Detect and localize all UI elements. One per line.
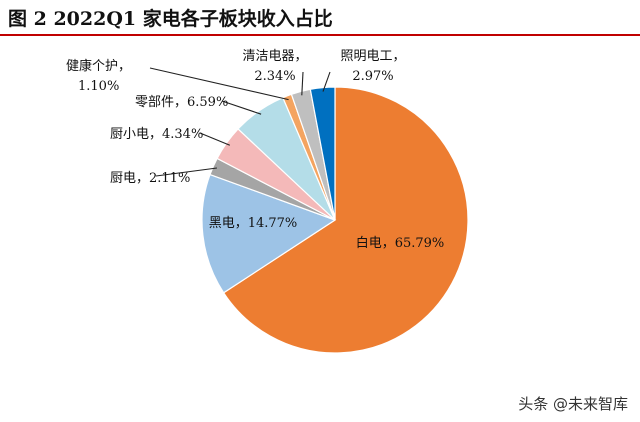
slice-label-1: 黑电，14.77% bbox=[209, 216, 298, 231]
leader-line-7 bbox=[322, 71, 331, 92]
slice-label-2: 厨电，2.11% bbox=[110, 171, 190, 186]
leader-line-2 bbox=[155, 167, 217, 177]
slice-label-name-7: 照明电工， bbox=[340, 49, 405, 64]
leader-line-5 bbox=[149, 67, 289, 101]
slice-label-value-5: 1.10% bbox=[78, 79, 119, 94]
slice-label-0: 白电，65.79% bbox=[356, 235, 445, 251]
pie-slices bbox=[201, 86, 469, 354]
slice-label-3: 厨小电，4.34% bbox=[110, 127, 203, 142]
leader-line-6 bbox=[301, 71, 304, 96]
slice-label-4: 零部件，6.59% bbox=[135, 95, 228, 110]
slice-labels: 白电，65.79% 黑电，14.77% 厨电，2.11% 厨小电，4.34% 零部件，6… bbox=[66, 49, 444, 251]
title-divider bbox=[0, 34, 640, 36]
pie-slice-0 bbox=[222, 86, 469, 354]
pie-slice-7 bbox=[309, 86, 336, 221]
leader-lines bbox=[149, 67, 331, 177]
leader-line-4 bbox=[221, 100, 262, 115]
slice-label-value-7: 2.97% bbox=[352, 69, 393, 84]
slice-label-value-6: 2.34% bbox=[254, 69, 295, 84]
leader-line-3 bbox=[199, 132, 231, 146]
watermark: 头条 @未来智库 bbox=[518, 395, 628, 413]
pie-slice-1 bbox=[201, 173, 337, 294]
slice-label-name-5: 健康个护， bbox=[66, 58, 131, 74]
chart-title: 图 2 2022Q1 家电各子板块收入占比 bbox=[8, 8, 333, 30]
slice-label-name-6: 清洁电器， bbox=[242, 49, 307, 64]
